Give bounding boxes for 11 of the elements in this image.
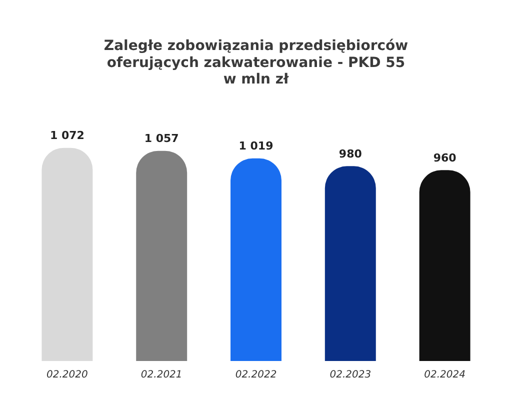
- x-tick-label: 02.2023: [330, 370, 372, 381]
- data-label: 980: [338, 148, 362, 161]
- x-tick-label: 02.2020: [46, 370, 88, 381]
- x-tick-label: 02.2021: [140, 370, 182, 381]
- data-label: 960: [433, 151, 457, 164]
- data-label: 1 072: [50, 129, 84, 142]
- data-label: 1 019: [238, 140, 274, 153]
- data-label: 1 057: [144, 132, 179, 146]
- x-tick-label: 02.2022: [235, 370, 277, 381]
- chart-title: Zaległe zobowiązania przedsiębiorców oferujących zakwaterowanie - PKD 55 w mln zł: [104, 38, 408, 88]
- x-tick-label: 02.2024: [424, 370, 466, 381]
